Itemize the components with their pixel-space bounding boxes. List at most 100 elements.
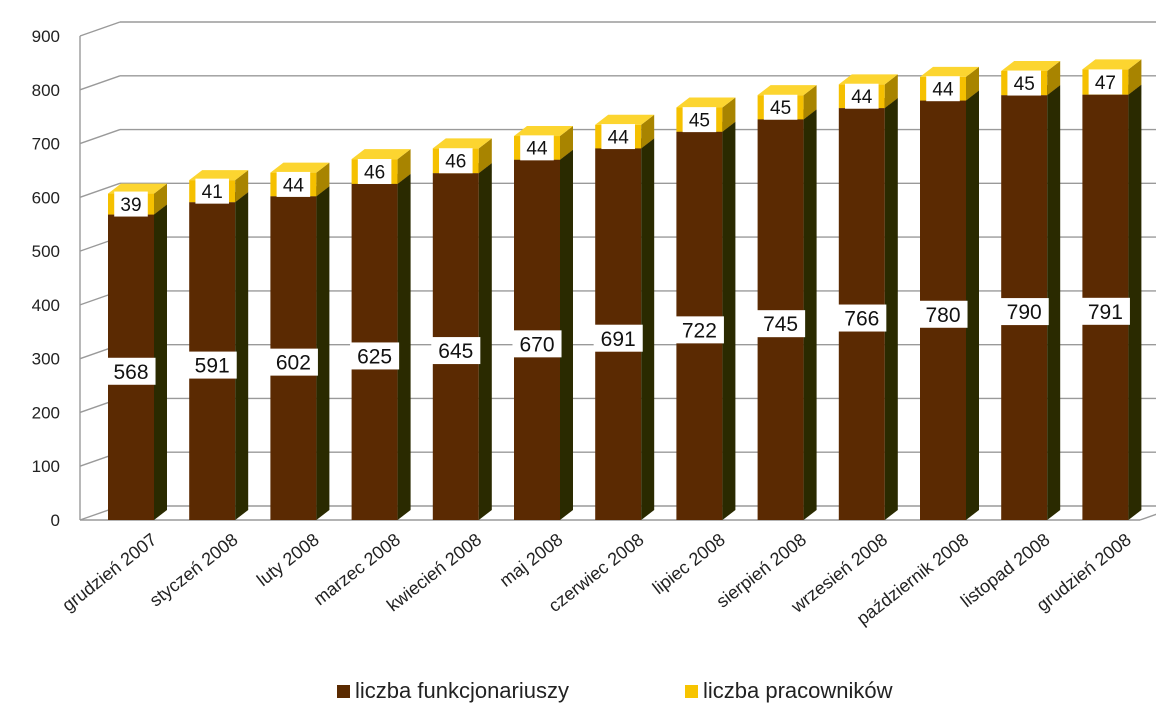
legend-swatch-yellow	[685, 684, 698, 698]
gridline-side	[79, 182, 121, 198]
gridline-side	[79, 21, 121, 37]
data-label-pracownicy: 44	[276, 171, 311, 197]
data-label-funkcjonariusze-text: 722	[682, 319, 717, 342]
data-label-pracownicy-text: 39	[120, 195, 141, 216]
data-label-pracownicy-text: 44	[526, 139, 548, 160]
x-tick-label: maj 2008	[496, 529, 567, 590]
data-label-pracownicy: 39	[114, 191, 148, 217]
bar-pracownicy-top	[757, 85, 817, 96]
y-tick-label: 500	[32, 242, 60, 261]
y-tick-label: 700	[32, 135, 60, 154]
data-label-pracownicy-bg	[114, 191, 148, 217]
x-tick-label: styczeń 2008	[146, 529, 242, 610]
data-label-funkcjonariusze: 625	[350, 342, 400, 370]
data-label-funkcjonariusze-text: 591	[195, 355, 230, 378]
y-tick-label: 800	[32, 81, 60, 100]
data-label-funkcjonariusze-text: 745	[763, 313, 798, 336]
bars: 568 39 591 41 602 44 625 46 645 46 670 44 691 44 722 45…	[106, 59, 1142, 521]
bar-funkcjonariusze-side	[397, 173, 411, 520]
bar-pracownicy-top	[270, 162, 330, 173]
bar-pracownicy-top	[1001, 60, 1061, 71]
data-label-funkcjonariusze: 780	[918, 300, 968, 328]
bar-pracownicy-side	[803, 85, 817, 120]
bar-pracownicy-top	[108, 183, 167, 194]
data-label-funkcjonariusze-bg	[837, 304, 887, 332]
data-label-pracownicy-bg	[195, 178, 229, 204]
data-label-funkcjonariusze-bg	[106, 357, 156, 385]
bar-pracownicy-side	[397, 149, 411, 184]
bar-pracownicy-top	[1082, 59, 1142, 70]
bar-funkcjonariusze-side	[803, 109, 817, 520]
data-label-pracownicy-bg	[682, 107, 717, 133]
bar-pracownicy-side	[884, 74, 898, 109]
bar-pracownicy-top	[595, 114, 655, 125]
x-tick-label: lipiec 2008	[649, 529, 729, 598]
data-label-funkcjonariusze-bg	[350, 342, 400, 370]
bar-pracownicy-side	[316, 162, 330, 197]
bar-funkcjonariusze-side	[966, 90, 979, 521]
data-label-pracownicy-text: 45	[1014, 74, 1035, 95]
data-label-funkcjonariusze-bg	[999, 298, 1049, 326]
data-label-pracownicy-text: 46	[445, 152, 466, 173]
bar-pracownicy-top	[920, 66, 979, 77]
data-label-pracownicy-text: 45	[770, 98, 791, 119]
data-label-pracownicy-text: 44	[283, 175, 305, 196]
data-label-pracownicy-bg	[926, 76, 960, 102]
data-label-funkcjonariusze: 745	[756, 310, 806, 338]
data-label-funkcjonariusze-bg	[593, 324, 643, 352]
bar-funkcjonariusze-side	[235, 192, 249, 520]
legend-label: liczba pracowników	[703, 678, 893, 703]
data-label-funkcjonariusze: 790	[999, 298, 1049, 326]
bar-funkcjonariusze-side	[641, 138, 655, 520]
bar-pracownicy-top	[189, 170, 249, 181]
data-label-pracownicy-text: 44	[851, 87, 873, 108]
legend-swatch-brown	[337, 684, 350, 698]
bar-funkcjonariusze-side	[154, 204, 167, 520]
y-tick-label: 600	[32, 188, 60, 207]
data-label-pracownicy-text: 47	[1095, 73, 1116, 94]
y-axis: 0 100 200 300 400 500 600 700 800 900	[32, 27, 60, 530]
data-label-pracownicy-bg	[1088, 69, 1123, 95]
data-label-pracownicy: 45	[763, 94, 798, 120]
bar-pracownicy-top	[838, 74, 898, 85]
data-label-pracownicy-bg	[845, 83, 879, 109]
data-label-funkcjonariusze-text: 766	[844, 308, 879, 331]
data-label-pracownicy-text: 41	[202, 182, 223, 203]
data-label-funkcjonariusze: 568	[106, 357, 156, 385]
gridline-side	[79, 128, 121, 145]
data-label-funkcjonariusze-bg	[674, 316, 724, 344]
data-label-funkcjonariusze-bg	[1080, 297, 1130, 325]
bar-funkcjonariusze-side	[1128, 84, 1142, 521]
gridline-side	[79, 75, 121, 91]
bar-funkcjonariusze-side	[722, 121, 736, 521]
data-label-funkcjonariusze-bg	[918, 300, 968, 328]
data-label-pracownicy: 45	[682, 107, 717, 133]
data-label-funkcjonariusze-text: 670	[519, 333, 554, 356]
data-label-funkcjonariusze-text: 625	[357, 346, 392, 369]
data-label-pracownicy-text: 46	[364, 162, 385, 183]
data-label-funkcjonariusze-text: 645	[438, 340, 473, 363]
data-label-funkcjonariusze-text: 780	[925, 304, 960, 327]
data-label-pracownicy: 44	[601, 124, 635, 150]
bar-pracownicy-side	[1128, 59, 1142, 95]
data-label-pracownicy-bg	[763, 94, 798, 120]
y-tick-label: 900	[32, 27, 60, 46]
x-tick-label: luty 2008	[253, 529, 323, 590]
y-tick-label: 400	[32, 296, 60, 315]
data-label-pracownicy-bg	[601, 124, 635, 150]
data-label-funkcjonariusze-bg	[756, 310, 806, 338]
bar-funkcjonariusze-side	[884, 98, 898, 520]
data-label-pracownicy: 44	[926, 76, 960, 102]
bar-pracownicy-side	[478, 138, 492, 174]
legend-item-funkcjonariusze: liczba funkcjonariuszy	[337, 678, 569, 704]
bar-pracownicy-side	[722, 97, 736, 132]
data-label-pracownicy: 45	[1007, 70, 1041, 96]
y-tick-label: 100	[32, 457, 60, 476]
data-label-pracownicy-text: 44	[608, 127, 630, 148]
data-label-pracownicy-text: 45	[689, 110, 710, 131]
data-label-pracownicy: 44	[520, 135, 554, 161]
data-label-pracownicy: 46	[439, 148, 473, 174]
bar-pracownicy-side	[235, 170, 249, 203]
data-label-funkcjonariusze: 691	[593, 324, 643, 352]
data-label-funkcjonariusze: 591	[187, 351, 237, 379]
